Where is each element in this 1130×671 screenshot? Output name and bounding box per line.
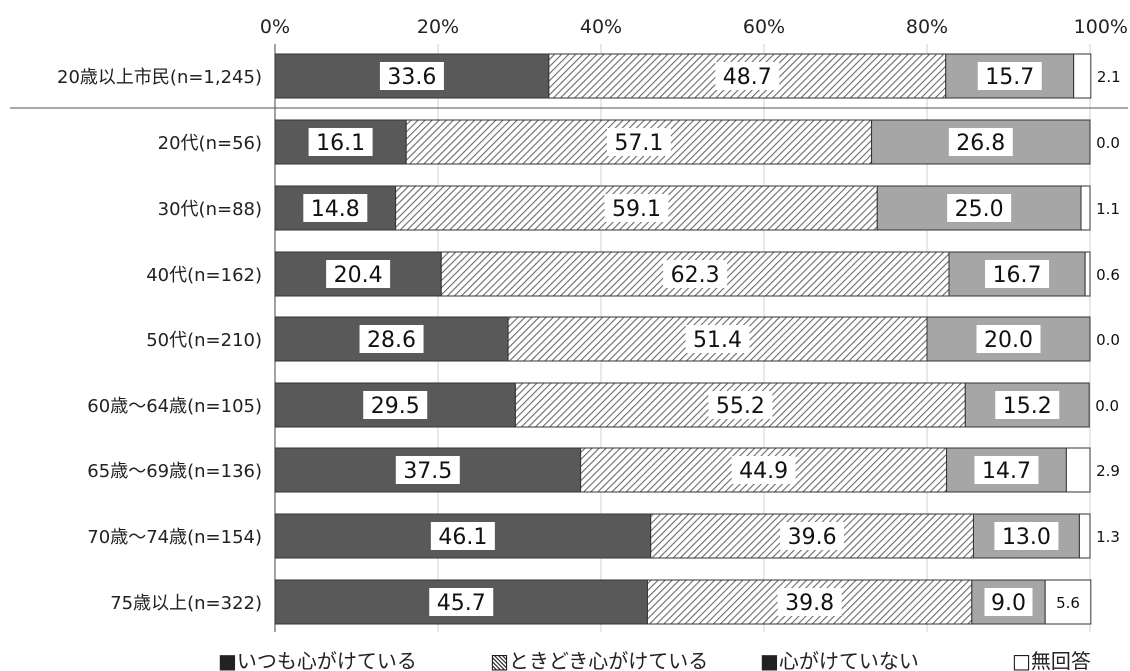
data-label: 37.5 (403, 459, 452, 484)
category-label: 20歳以上市民(n=1,245) (57, 67, 262, 88)
data-label: 33.6 (387, 65, 436, 90)
data-label-box (777, 588, 842, 616)
category-label: 50代(n=210) (146, 330, 262, 351)
data-label-box (985, 260, 1050, 288)
legend-item: ■心がけていない (760, 649, 919, 671)
bar-segment (1073, 53, 1092, 99)
data-label: 51.4 (693, 328, 742, 353)
data-label-box (430, 522, 495, 550)
legend-item: ■いつも心がけている (218, 649, 417, 671)
data-label: 55.2 (716, 394, 765, 419)
data-label-box (780, 522, 845, 550)
data-label-box (976, 325, 1041, 353)
data-label-box (994, 522, 1059, 550)
data-label: 0.0 (1096, 331, 1120, 349)
data-label: 57.1 (614, 131, 663, 156)
data-label-box (715, 62, 780, 90)
data-label: 1.3 (1096, 528, 1120, 546)
data-label: 26.8 (956, 131, 1005, 156)
data-label-box (606, 128, 671, 156)
bar-segment (1080, 185, 1091, 231)
data-label: 0.0 (1096, 134, 1120, 152)
data-label: 16.1 (316, 131, 365, 156)
data-label-box (984, 588, 1033, 616)
data-label: 20.0 (984, 328, 1033, 353)
data-label: 46.1 (438, 525, 487, 550)
data-label: 2.9 (1096, 462, 1120, 480)
data-label: 15.2 (1003, 394, 1052, 419)
data-label-box (731, 456, 796, 484)
category-label: 20代(n=56) (158, 133, 262, 154)
data-label-box (947, 194, 1012, 222)
data-label: 28.6 (367, 328, 416, 353)
data-label-box (995, 391, 1060, 419)
x-tick-label: 40% (580, 16, 622, 38)
data-label-box (326, 260, 391, 288)
data-label: 1.1 (1096, 200, 1120, 218)
data-label: 14.7 (982, 459, 1031, 484)
data-label-box (359, 325, 424, 353)
data-label: 0.0 (1095, 397, 1119, 415)
data-label-box (429, 588, 494, 616)
x-axis-ticks: 0% 20% 40% 60% 80% 100% (260, 16, 1128, 38)
data-label-box (303, 194, 368, 222)
data-label-box (948, 128, 1013, 156)
data-label: 0.6 (1096, 266, 1120, 284)
category-label: 70歳～74歳(n=154) (87, 527, 262, 548)
legend: ■いつも心がけている ▧ときどき心がけている ■心がけていない □無回答 (218, 649, 1091, 671)
category-labels: 20歳以上市民(n=1,245) 20代(n=56) 30代(n=88) 40代(n=… (57, 67, 262, 614)
data-label-box (663, 260, 728, 288)
bars: 33.6 48.7 15.7 2.1 16.1 57.1 26.8 0.0 14.8 59.1 25… (274, 53, 1121, 625)
data-label: 15.7 (985, 65, 1034, 90)
data-label-box (308, 128, 373, 156)
x-tick-label: 60% (743, 16, 785, 38)
data-label: 62.3 (671, 263, 720, 288)
x-tick-label: 100% (1074, 16, 1128, 38)
data-label: 29.5 (371, 394, 420, 419)
data-label: 25.0 (955, 197, 1004, 222)
data-label-box (604, 194, 669, 222)
data-label: 48.7 (723, 65, 772, 90)
data-label: 39.6 (788, 525, 837, 550)
x-tick-label: 80% (906, 16, 948, 38)
data-label: 59.1 (612, 197, 661, 222)
data-label: 39.8 (785, 591, 834, 616)
x-tick-label: 0% (260, 16, 290, 38)
data-label: 2.1 (1097, 68, 1121, 86)
data-label-box (974, 456, 1039, 484)
category-label: 60歳～64歳(n=105) (87, 396, 262, 417)
legend-item: □無回答 (1012, 649, 1091, 671)
x-tick-label: 20% (417, 16, 459, 38)
data-label-box (395, 456, 460, 484)
data-label: 14.8 (311, 197, 360, 222)
category-label: 65歳～69歳(n=136) (87, 461, 262, 482)
bar-segment (1078, 513, 1091, 559)
data-label: 13.0 (1002, 525, 1051, 550)
data-label: 9.0 (991, 591, 1026, 616)
data-label: 20.4 (334, 263, 383, 288)
data-label-box (977, 62, 1042, 90)
data-label: 44.9 (739, 459, 788, 484)
category-label: 30代(n=88) (158, 199, 262, 220)
legend-item: ▧ときどき心がけている (490, 649, 708, 671)
data-label: 45.7 (437, 591, 486, 616)
data-label: 5.6 (1056, 594, 1080, 612)
bar-segment (1065, 447, 1091, 493)
bar-segment (1044, 579, 1092, 625)
data-label-box (685, 325, 750, 353)
data-label: 16.7 (993, 263, 1042, 288)
data-label-box (379, 62, 444, 90)
data-label-box (363, 391, 428, 419)
category-label: 40代(n=162) (146, 265, 262, 286)
bar-segment (926, 316, 1091, 362)
data-label-box (708, 391, 773, 419)
category-label: 75歳以上(n=322) (110, 593, 262, 614)
bar-segment (1084, 251, 1091, 297)
